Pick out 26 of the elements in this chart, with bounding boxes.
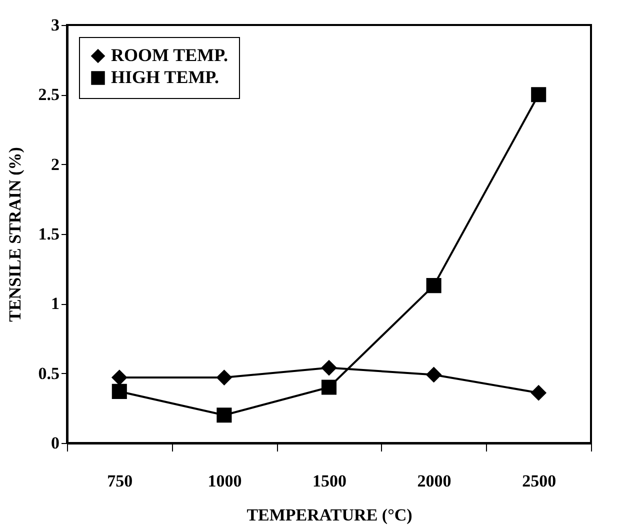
point [216,408,232,423]
point [321,360,337,376]
point [112,384,127,399]
point [531,385,546,400]
x-tick-label: 2000 [417,472,452,490]
point [426,278,442,294]
y-tick-label: 0 [51,434,60,452]
y-tick-label: 0.5 [38,364,60,383]
point [426,367,442,382]
y-tick-label: 2.5 [38,85,60,104]
x-tick-label: 1500 [312,472,346,490]
legend-label: HIGH TEMP. [111,67,220,87]
point [321,380,337,395]
x-axis-title: TEMPERATURE (°C) [246,506,412,524]
y-axis-title: TENSILE STRAIN (%) [5,147,24,322]
legend-label: ROOM TEMP. [111,45,228,65]
y-tick-label: 1.5 [38,224,60,244]
x-tick-label: 1000 [208,472,242,490]
x-tick-label: 750 [107,472,133,490]
y-tick-label: 1 [51,294,60,314]
y-tick-label: 2 [51,154,60,174]
y-tick-label: 3 [51,16,60,34]
point [216,370,232,386]
x-tick-label: 2500 [522,472,556,490]
point [112,370,127,386]
point [531,87,546,102]
